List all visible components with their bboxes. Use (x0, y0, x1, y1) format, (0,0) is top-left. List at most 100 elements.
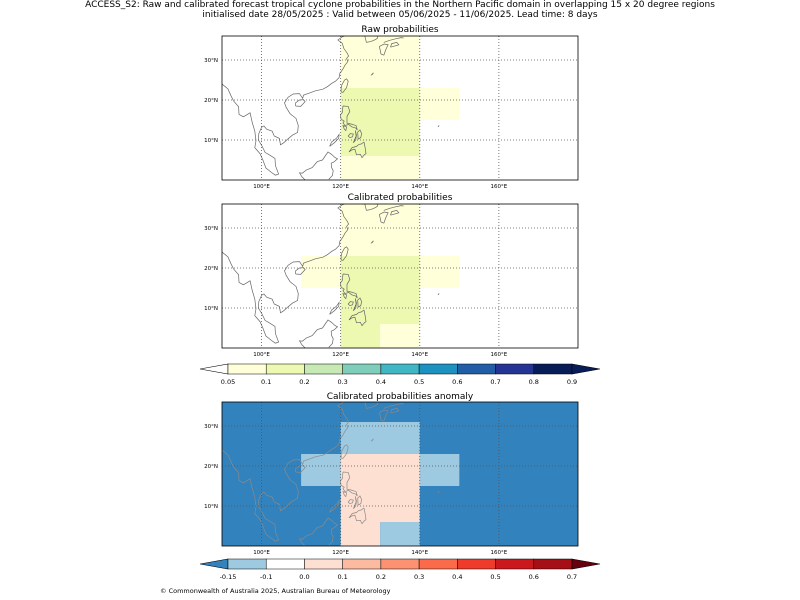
lon-tick-label: 100°E (253, 184, 270, 190)
colorbar-swatch (380, 558, 420, 570)
coastline (348, 141, 367, 159)
coastline (352, 496, 357, 510)
lon-tick-label: 140°E (411, 550, 428, 556)
probability-cell (419, 88, 460, 92)
coastline (370, 438, 374, 442)
colorbar-tick-label: 0.5 (414, 378, 424, 386)
coastline (352, 298, 357, 312)
coastline (322, 517, 339, 546)
probability-cell (340, 36, 420, 60)
coastline (342, 491, 348, 498)
coastline (383, 37, 404, 43)
map-panel-2 (222, 402, 578, 546)
probability-cell (419, 92, 460, 120)
colorbar-tick-label: 0.8 (529, 378, 539, 386)
colorbar-swatch (495, 363, 535, 375)
probability-cell (340, 422, 420, 426)
probability-cell (301, 256, 341, 260)
coastline (357, 129, 362, 140)
coastline (437, 491, 440, 494)
coastline (390, 42, 400, 48)
coastline (340, 246, 349, 261)
colorbar-swatch (457, 558, 496, 570)
coastline (348, 309, 367, 327)
coastline (298, 525, 323, 546)
lat-tick-label: 10°N (204, 138, 218, 144)
colorbar-tick-label: 0.7 (490, 378, 500, 386)
lon-tick-label: 140°E (411, 352, 428, 358)
colorbar-swatch (227, 558, 267, 570)
colorbar-tick-label: 0.1 (337, 573, 347, 581)
coastline (437, 125, 440, 128)
coastline (379, 211, 389, 224)
colorbar-swatch (495, 558, 535, 570)
colorbar-over-arrow (571, 558, 601, 570)
lon-tick-label: 140°E (411, 184, 428, 190)
coastline (339, 273, 358, 299)
colorbar-swatch (342, 363, 382, 375)
colorbar-tick-label: 0.05 (221, 378, 235, 386)
probability-cell (380, 324, 420, 348)
coastline (357, 297, 362, 308)
colorbar-swatch (418, 363, 458, 375)
colorbar-under-arrow (199, 558, 229, 570)
probability-cell (340, 228, 420, 260)
coastline (383, 205, 404, 211)
coastline (390, 408, 400, 414)
probability-cell (340, 522, 381, 546)
probability-cell (301, 454, 341, 458)
probability-cell (380, 522, 420, 546)
colorbar-tick-label: 0.9 (567, 378, 577, 386)
coastline (370, 240, 374, 244)
coastline (366, 36, 379, 43)
coastline (364, 204, 367, 211)
lat-tick-label: 30°N (204, 226, 218, 232)
colorbar-tick-label: 0.4 (452, 573, 462, 581)
coastline (379, 43, 389, 56)
probability-cell (340, 256, 420, 260)
colorbar-swatch (227, 363, 267, 375)
figure-title-line2: initialised date 28/05/2025 : Valid betw… (202, 10, 598, 20)
lat-tick-label: 30°N (204, 424, 218, 430)
colorbar-probability: 0.05 0.1 0.2 0.3 0.4 0.5 0.6 0.7 0.8 0.9 (199, 363, 601, 386)
coastline (390, 210, 400, 216)
coastline (342, 293, 348, 300)
lon-tick-label: 160°E (491, 184, 508, 190)
colorbar-over-arrow (571, 363, 601, 375)
probability-cell (419, 458, 460, 486)
colorbar-tick-label: 0.7 (567, 573, 577, 581)
lat-tick-label: 10°N (204, 306, 218, 312)
coastline (347, 301, 354, 306)
probability-cell (340, 88, 420, 92)
colorbar-tick-label: -0.15 (220, 573, 237, 581)
probability-cell (340, 92, 420, 156)
coastline (340, 78, 349, 93)
probability-cell (419, 256, 460, 260)
lat-tick-label: 20°N (204, 98, 218, 104)
map-panel-0 (222, 36, 578, 180)
colorbar-swatch (457, 363, 496, 375)
probability-cell (301, 260, 341, 288)
coastline (340, 444, 349, 459)
coastline (370, 72, 374, 76)
colorbar-tick-label: 0.3 (337, 378, 347, 386)
probability-cell (419, 260, 460, 288)
coastline (347, 133, 354, 138)
coastline (298, 159, 323, 180)
colorbar-tick-label: 0.4 (376, 378, 386, 386)
lon-tick-label: 100°E (253, 352, 270, 358)
coastline (357, 495, 362, 506)
colorbar-tick-label: 0.6 (529, 573, 539, 581)
colorbar-swatch (533, 363, 573, 375)
coastline (329, 133, 340, 147)
colorbar-swatch (304, 558, 343, 570)
map-frame (221, 203, 579, 349)
coastline (379, 409, 389, 422)
probability-cell (340, 458, 420, 522)
coastline (348, 507, 367, 525)
colorbar-swatch (380, 363, 420, 375)
probability-cell (340, 324, 381, 348)
colorbar-anomaly: -0.15 -0.1 0.0 0.1 0.2 0.3 0.4 0.5 0.6 0.7 (199, 558, 601, 581)
coastline (366, 402, 379, 409)
map-frame (221, 401, 579, 547)
